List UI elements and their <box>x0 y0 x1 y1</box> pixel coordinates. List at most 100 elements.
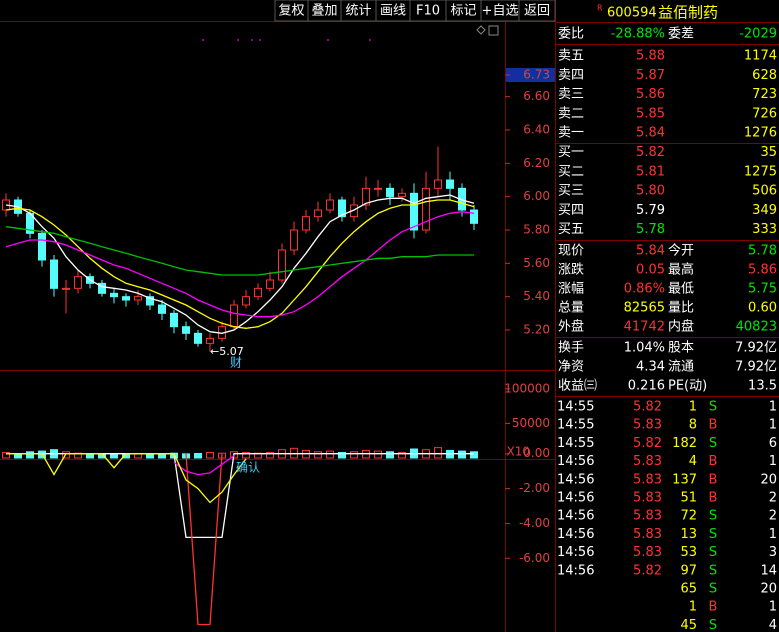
y-tick-label: 5.60 <box>523 256 550 270</box>
tick-count: 6 <box>769 436 777 451</box>
field-label: 涨幅 <box>558 282 584 297</box>
field-label: 涨跌 <box>558 262 584 278</box>
field-value: -28.88% <box>611 27 665 42</box>
tick-side: S <box>709 436 717 451</box>
field-value: 5.86 <box>748 263 777 278</box>
event-annotation: 财 <box>230 356 242 370</box>
candle <box>194 332 202 344</box>
book-volume: 1275 <box>744 164 777 179</box>
toolbar-label: F10 <box>416 4 440 19</box>
toolbar-label: 标记 <box>450 4 476 19</box>
volume-bar <box>86 453 94 459</box>
candle <box>386 187 394 198</box>
tick-volume: 45 <box>680 618 697 632</box>
field-value: 5.84 <box>636 244 665 259</box>
candle <box>62 287 70 290</box>
candle <box>182 326 190 334</box>
toolbar-button[interactable] <box>518 0 556 22</box>
field-value: 0.60 <box>748 301 777 316</box>
field-label: 委差 <box>668 27 694 42</box>
book-price: 5.81 <box>636 164 665 179</box>
tick-side: S <box>709 509 717 524</box>
y-tick-label: -2.00 <box>519 481 550 495</box>
toolbar-label: 复权 <box>278 3 304 19</box>
field-label: 换手 <box>558 341 584 356</box>
field-value: 0.05 <box>636 263 665 278</box>
field-value: 4.34 <box>636 360 665 375</box>
tick-price: 5.82 <box>633 436 662 451</box>
tick-volume: 137 <box>672 472 697 487</box>
book-volume: 333 <box>752 222 777 237</box>
field-label: 流通 <box>668 360 694 375</box>
tick-count: 20 <box>760 472 777 487</box>
book-volume: 726 <box>752 106 777 121</box>
y-tick-label: 6.40 <box>523 123 550 137</box>
field-value: 7.92亿 <box>735 360 777 375</box>
tick-volume: 8 <box>689 418 697 433</box>
tick-volume: 13 <box>680 527 697 542</box>
tick-side: S <box>709 545 717 560</box>
tick-price: 5.83 <box>633 527 662 542</box>
volume-bar <box>14 453 22 459</box>
candle <box>374 187 382 190</box>
toolbar-label: 画线 <box>380 4 406 19</box>
book-price: 5.88 <box>636 49 665 64</box>
volume-bar <box>326 450 334 459</box>
candle <box>410 192 418 231</box>
candle <box>254 287 262 298</box>
stock-code: 600594 <box>607 6 657 21</box>
candle <box>230 304 238 328</box>
settings-icon[interactable] <box>488 25 499 36</box>
volume-bar <box>158 453 166 459</box>
book-price: 5.78 <box>636 222 665 237</box>
tick-price: 5.82 <box>633 563 662 578</box>
field-value: -2029 <box>739 27 777 42</box>
candle <box>446 179 454 189</box>
low-annotation: ←5.07 <box>210 345 244 358</box>
candle <box>362 187 370 206</box>
volume-bar <box>470 451 478 459</box>
candle <box>434 179 442 189</box>
book-price: 5.80 <box>636 184 665 199</box>
field-value: 7.92亿 <box>735 341 777 356</box>
tick-count: 4 <box>769 618 777 632</box>
candle <box>98 282 106 294</box>
candle <box>302 216 310 231</box>
indicator-line <box>5 194 475 334</box>
book-volume: 1174 <box>744 49 777 64</box>
marker: R <box>597 4 603 13</box>
tick-side: S <box>709 400 717 415</box>
y-tick-label: 6.73 <box>523 68 550 82</box>
book-price: 5.87 <box>636 68 665 83</box>
tick-volume: 97 <box>680 563 697 578</box>
book-volume: 349 <box>752 203 777 218</box>
volume-bar <box>266 451 274 459</box>
book-price: 5.84 <box>636 126 665 141</box>
tick-side: S <box>709 618 717 632</box>
signal-annotation: 确认 <box>236 461 260 475</box>
volume-bar <box>134 453 142 459</box>
volume-bar <box>350 451 358 459</box>
tick-price: 5.83 <box>633 491 662 506</box>
tick-side: S <box>709 582 717 597</box>
field-label: 内盘 <box>668 319 694 335</box>
unit-label: X10 <box>507 445 531 459</box>
book-volume: 1276 <box>744 126 777 141</box>
candle <box>338 199 346 218</box>
tick-time: 14:55 <box>557 436 594 451</box>
stock-name: 益佰制药 <box>658 4 718 22</box>
indicator-line <box>6 453 247 504</box>
field-value: 13.5 <box>748 379 777 394</box>
volume-bar <box>26 451 34 459</box>
candle <box>206 337 214 344</box>
tick-time: 14:55 <box>557 418 594 433</box>
book-label: 卖四 <box>558 68 584 83</box>
y-tick-label: 50000 <box>512 416 550 430</box>
book-label: 卖三 <box>558 87 584 102</box>
candle <box>266 279 274 289</box>
toolbar-label: 统计 <box>345 4 371 19</box>
tick-time: 14:56 <box>557 491 594 506</box>
tick-side: B <box>709 491 718 506</box>
candle <box>290 229 298 251</box>
tick-volume: 1 <box>689 600 697 615</box>
